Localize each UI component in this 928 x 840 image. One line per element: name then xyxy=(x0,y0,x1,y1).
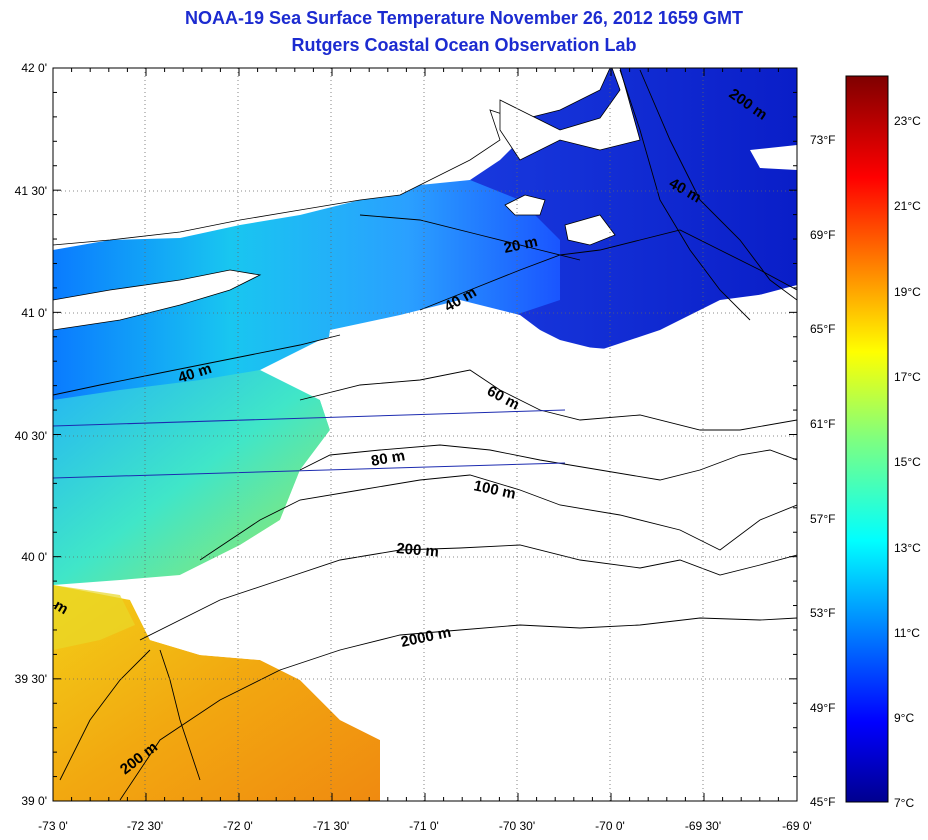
colorbar-celsius-label: 11°C xyxy=(894,626,920,640)
colorbar-celsius-label: 17°C xyxy=(894,370,921,384)
lon-tick-label: -70 30' xyxy=(499,819,535,833)
contour-100m xyxy=(199,474,797,561)
lon-tick-label: -69 0' xyxy=(782,819,812,833)
colorbar-celsius-label: 23°C xyxy=(894,114,921,128)
colorbar-celsius-label: 7°C xyxy=(894,796,914,810)
land-connecticut-rhode-island xyxy=(53,68,611,246)
land-nantucket xyxy=(564,214,616,246)
colorbar-celsius-label: 21°C xyxy=(894,199,921,213)
lat-tick-label: 40 0' xyxy=(21,550,47,564)
lon-tick-label: -70 0' xyxy=(595,819,625,833)
contour-canyon-1 xyxy=(619,69,751,321)
graticule xyxy=(53,68,797,801)
transect-line-north xyxy=(53,409,566,427)
land-marthas-vineyard xyxy=(504,194,546,216)
lon-tick-label: -69 30' xyxy=(685,819,721,833)
cloud-mask-east xyxy=(750,145,797,170)
colorbar-fahrenheit-label: 73°F xyxy=(810,133,835,147)
colorbar-fahrenheit-label: 49°F xyxy=(810,701,835,715)
map-subtitle: Rutgers Coastal Ocean Observation Lab xyxy=(291,35,637,55)
sst-warm-yellow-edge xyxy=(53,585,135,650)
axis-ticks xyxy=(52,67,798,802)
colorbar-celsius-label: 13°C xyxy=(894,541,921,555)
colorbar xyxy=(845,75,889,803)
lat-tick-label: 39 30' xyxy=(15,672,47,686)
map-title: NOAA-19 Sea Surface Temperature November… xyxy=(185,8,743,28)
contour-80m xyxy=(299,444,797,481)
colorbar-fahrenheit-label: 61°F xyxy=(810,417,835,431)
sst-gulf-stream-warm xyxy=(53,585,380,801)
contour-label: 200 m xyxy=(396,540,440,561)
contour-label: 80 m xyxy=(370,447,407,470)
lat-tick-label: 42 0' xyxy=(21,61,47,75)
colorbar-fahrenheit-label: 57°F xyxy=(810,512,835,526)
colorbar-fahrenheit-label: 53°F xyxy=(810,606,835,620)
lat-tick-label: 41 30' xyxy=(15,184,47,198)
contour-200m xyxy=(139,544,797,641)
lon-tick-label: -71 30' xyxy=(313,819,349,833)
lon-tick-label: -73 0' xyxy=(38,819,68,833)
lat-tick-label: 41 0' xyxy=(21,306,47,320)
contour-label: 20 m xyxy=(502,233,539,257)
cloud-mask-central xyxy=(130,285,797,801)
lon-tick-label: -71 0' xyxy=(409,819,439,833)
land-cape-cod xyxy=(499,68,641,161)
contour-60m xyxy=(299,369,797,431)
colorbar-celsius-label: 19°C xyxy=(894,285,921,299)
lat-tick-label: 39 0' xyxy=(21,794,47,808)
contour-canyon-2 xyxy=(639,69,797,301)
colorbar-fahrenheit-label: 45°F xyxy=(810,795,835,809)
colorbar-celsius-label: 9°C xyxy=(894,711,914,725)
bathymetry-contours xyxy=(53,69,797,801)
contour-canyon-4 xyxy=(159,649,201,781)
contour-20m xyxy=(359,214,581,261)
transect-line-south xyxy=(53,462,566,479)
lon-tick-label: -72 30' xyxy=(127,819,163,833)
colorbar-celsius-label: 15°C xyxy=(894,455,921,469)
colorbar-fahrenheit-label: 65°F xyxy=(810,322,835,336)
lon-tick-label: -72 0' xyxy=(223,819,253,833)
contour-2000m xyxy=(119,617,797,801)
sst-coastal-shelf xyxy=(53,180,560,420)
colorbar-fahrenheit-label: 69°F xyxy=(810,228,835,242)
contour-40m-west xyxy=(53,334,341,396)
contour-40m-east xyxy=(419,229,797,311)
contour-canyon-3 xyxy=(59,649,151,781)
lat-tick-label: 40 30' xyxy=(15,429,47,443)
